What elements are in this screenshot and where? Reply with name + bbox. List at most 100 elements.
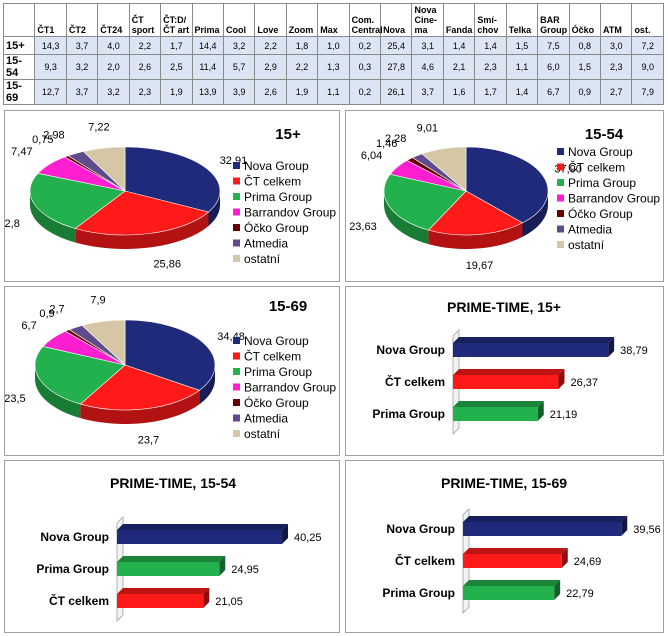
col-header: Love	[254, 3, 287, 37]
bar-side--t-celkem	[203, 588, 210, 608]
table-cell: 5,7	[222, 54, 256, 80]
legend-swatch-ocko-group	[557, 210, 564, 217]
pie-panel-15plus: 32,91 25,86 22,8 7,470,752,98 7,22 15+ Nova Gr…	[4, 110, 340, 282]
pie-side-ct-celkem	[80, 390, 200, 424]
table-cell: 26,1	[380, 79, 413, 105]
bar-top--t-celkem	[117, 588, 210, 594]
bar-nova-group	[117, 530, 283, 544]
bar-side--t-celkem	[561, 548, 568, 568]
col-header: ČT1	[34, 3, 67, 37]
pie-slice-ostatni	[82, 146, 126, 192]
pie-label-ostatni: 9,01	[417, 123, 438, 135]
legend-swatch-ostatni	[233, 255, 240, 262]
col-header: Max	[317, 3, 350, 37]
col-header: ČT:D/ ČT art	[160, 3, 193, 37]
table-header-row: ČT1 ČT2 ČT24 ČT sport ČT:D/ ČT art Prima Cool L…	[2, 3, 664, 37]
bar-top-prima-group	[117, 556, 226, 562]
legend-label-ct-celkem: ČT celkem	[244, 174, 301, 189]
pie-label-barrandov-group: 6,04	[361, 150, 382, 162]
table-cell: 3,1	[411, 36, 444, 55]
table-cell: 7,9	[631, 79, 664, 105]
category-label: Nova Group	[40, 530, 109, 544]
bar-side-nova-group	[621, 516, 628, 536]
bar-prima-group	[453, 407, 538, 421]
pie-label-ocko-group: 0,75	[32, 134, 53, 146]
col-header: BAR Group	[537, 3, 570, 37]
bar-side-prima-group	[537, 401, 544, 421]
legend-swatch-ocko-group	[233, 224, 240, 231]
col-header: Telka	[505, 3, 539, 37]
pie-side-prima-group	[34, 365, 81, 419]
bar-chart-prime-15plus: PRIME-TIME, 15+ Nova Group 38,79 ČT celkem 2…	[372, 299, 648, 435]
table-cell: 1,4	[474, 36, 507, 55]
table-cell: 4,0	[97, 36, 130, 55]
value-label: 38,79	[620, 345, 648, 357]
value-label: 24,69	[574, 556, 602, 568]
pie-slice-nova-group	[124, 319, 216, 391]
bar-prima-group	[117, 562, 220, 576]
table-cell: 2,3	[600, 54, 633, 80]
table-cell: 0,2	[348, 79, 382, 105]
chart-title: 15+	[275, 126, 301, 143]
table-cell: 3,2	[222, 36, 256, 55]
table-cell: 25,4	[380, 36, 413, 55]
table-cell: 1,5	[505, 36, 539, 55]
legend-label-atmedia: Atmedia	[568, 223, 612, 237]
table-cell: 0,2	[348, 36, 382, 55]
table-cell: 11,4	[191, 54, 224, 80]
table-cell: 1,6	[442, 79, 476, 105]
bar-top-prima-group	[463, 580, 561, 586]
legend-swatch-barrandov-group	[233, 383, 240, 391]
bar-panel-prime-15-54: PRIME-TIME, 15-54 Nova Group 40,25 Prima Gr…	[4, 460, 340, 633]
pie-slice-ct-celkem	[74, 190, 210, 236]
category-label: ČT celkem	[395, 553, 455, 568]
table-cell: 13,9	[191, 79, 224, 105]
value-label: 26,37	[570, 377, 598, 389]
bar-panel-prime-15-69: PRIME-TIME, 15-69 Nova Group 39,56 ČT celke…	[345, 460, 664, 633]
table-cell: 12,7	[34, 79, 67, 105]
table-cell: 2,3	[128, 79, 162, 105]
pie-label-ct-celkem: 23,7	[138, 435, 159, 447]
chart-title: 15-69	[269, 298, 307, 315]
table-cell: 1,3	[317, 54, 350, 80]
legend-label-nova-group: Nova Group	[244, 334, 309, 348]
pie-chart-15-69: 34,48 23,7 23,5 6,70,92,7 7,9 15-69 Nova Group…	[5, 295, 336, 447]
pie-side-ct-celkem	[428, 222, 523, 249]
table-cell: 3,9	[222, 79, 256, 105]
table-cell: 2,0	[97, 54, 130, 80]
chart-title: PRIME-TIME, 15+	[447, 299, 561, 315]
table-cell: 2,7	[600, 79, 633, 105]
legend-label-prima-group: Prima Group	[244, 365, 312, 379]
bar-side-prima-group	[554, 580, 561, 600]
pie-panel-15-69: 34,48 23,7 23,5 6,7 0,9 2,7 7,9 15-69 Nova Group…	[4, 286, 340, 456]
legend-swatch-ostatni	[233, 430, 240, 437]
pie-slice-nova-group	[124, 146, 221, 213]
table-cell: 1,1	[317, 79, 350, 105]
table-cell: 1,7	[160, 36, 193, 55]
pie-label-prima-group: 22,8	[5, 218, 20, 230]
pie-panel-15-54: 37,90 19,67 23,63 6,04 1,46 2,28 9,01 15-54 Nova…	[345, 110, 664, 282]
bar-side-nova-group	[282, 524, 289, 544]
category-label: Prima Group	[36, 562, 109, 576]
col-header: ČT24	[97, 3, 130, 37]
pie-label-ostatni: 7,22	[88, 122, 109, 134]
table-cell: 1,9	[160, 79, 193, 105]
table-cell: 6,0	[537, 54, 570, 80]
legend-label-prima-group: Prima Group	[568, 176, 636, 190]
legend-label-nova-group: Nova Group	[568, 145, 633, 159]
bar-nova-group	[463, 522, 622, 536]
bar-top--t-celkem	[463, 548, 568, 554]
chart-title: PRIME-TIME, 15-69	[441, 475, 567, 491]
col-header: Smí-chov	[474, 3, 507, 37]
table-corner	[2, 3, 36, 37]
legend-label-ostatni: ostatní	[244, 427, 281, 441]
pie-label-ct-celkem: 25,86	[153, 259, 181, 271]
legend-swatch-atmedia	[233, 239, 240, 247]
bar-side--t-celkem	[558, 369, 565, 389]
col-header: ČT sport	[128, 3, 162, 37]
table-cell: 1,9	[285, 79, 319, 105]
pie-slice-ostatni	[81, 319, 126, 366]
table-cell: 3,2	[65, 54, 99, 80]
table-cell: 3,7	[411, 79, 444, 105]
value-label: 40,25	[294, 532, 322, 544]
